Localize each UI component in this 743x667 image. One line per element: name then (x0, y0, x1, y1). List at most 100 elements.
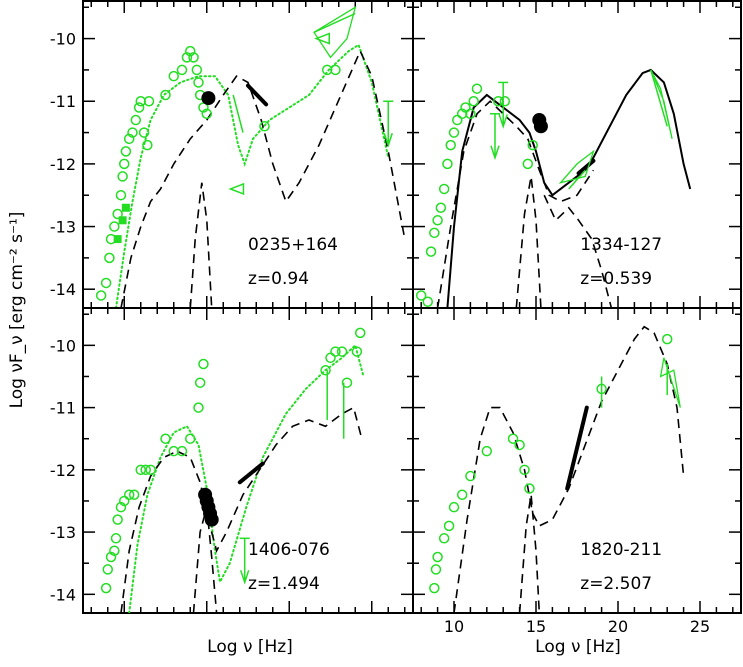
data-point-open (443, 520, 455, 532)
data-point-square (113, 235, 122, 244)
x-ray-spectrum (246, 83, 269, 107)
data-point-open (351, 346, 363, 357)
data-point-open (429, 582, 440, 594)
data-point-open (325, 352, 336, 364)
data-point-open (142, 139, 153, 151)
data-point-open (123, 489, 135, 500)
x-tick-label: 20 (608, 617, 628, 636)
model-dotted-curve (128, 343, 365, 613)
data-error-line (232, 94, 244, 133)
data-point-open (168, 70, 179, 82)
data-point-open (109, 545, 120, 557)
panel-2: -10 -11 -12 -13 -14 1406-076 z=1.494 (50, 307, 414, 614)
gamma-bowtie (659, 357, 681, 408)
data-point-open (160, 89, 171, 101)
data-point-open (448, 501, 460, 513)
panel-0: -10 -11 -12 -13 -14 0235+164 z=0.94 (50, 0, 414, 309)
data-point-open (201, 108, 212, 120)
data-point-open (452, 114, 463, 126)
data-point-open (185, 433, 196, 444)
panels-group: -10 -11 -12 -13 -14 0235+164 z=0.94 1334-127 z=0… (50, 0, 742, 636)
data-point-open (130, 114, 142, 126)
data-point-open (194, 377, 206, 388)
data-point-open (112, 514, 123, 525)
optical-point-filled (201, 91, 216, 106)
plot-area (100, 327, 366, 613)
plot-area (415, 68, 692, 308)
data-point-open (123, 133, 135, 145)
y-tick-label: -12 (50, 155, 76, 174)
data-point-open (422, 296, 434, 307)
data-point-open (95, 290, 107, 301)
data-point-open (471, 83, 483, 94)
data-point-open (468, 95, 479, 107)
data-point-open (320, 364, 331, 376)
y-tick-label: -14 (50, 585, 76, 604)
data-point-open (115, 189, 127, 201)
data-point-open (112, 208, 123, 220)
data-point-open (176, 445, 188, 457)
redshift-label: z=2.507 (580, 574, 652, 594)
data-point-open (198, 358, 209, 370)
data-point-open (456, 489, 468, 500)
data-point-open (133, 102, 145, 113)
data-point-open (448, 127, 460, 138)
data-point-open (481, 445, 493, 457)
model-dashed-curve (518, 494, 541, 613)
source-name-label: 1334-127 (580, 235, 662, 255)
data-point-triangle (314, 32, 330, 45)
data-point-open (115, 501, 127, 513)
redshift-label: z=0.539 (580, 269, 652, 289)
data-point-open (120, 146, 132, 157)
gamma-bowtie (650, 69, 673, 139)
data-point-open (432, 551, 443, 563)
data-point-open (522, 158, 534, 170)
data-point-open (524, 483, 535, 494)
x-tick-label: 15 (526, 617, 546, 636)
data-point-open (193, 402, 204, 413)
data-point-open (135, 464, 146, 476)
data-point-open (119, 158, 130, 170)
x-ray-spectrum (565, 405, 589, 491)
data-error-line (568, 169, 586, 190)
y-tick-label: -14 (50, 280, 76, 299)
data-point-open (438, 533, 450, 544)
data-point-open (354, 327, 366, 339)
source-name-label: 1406-076 (248, 540, 330, 560)
x-ray-spectrum (237, 461, 265, 485)
data-point-open (181, 52, 193, 63)
y-tick-label: -11 (50, 399, 76, 418)
data-point-open (445, 139, 456, 151)
y-tick-label: -10 (50, 336, 76, 355)
model-dashed-curve (436, 100, 595, 308)
data-point-open (429, 227, 440, 239)
optical-point-filled (533, 119, 548, 134)
data-point-open (430, 564, 442, 575)
y-tick-label: -10 (50, 30, 76, 49)
model-solid-curve (446, 68, 692, 308)
model-dashed-curve (515, 176, 542, 308)
data-point-open (336, 346, 348, 357)
upper-limit-arrow (239, 570, 250, 585)
data-point-open (145, 464, 156, 476)
data-point-open (160, 433, 171, 444)
data-error-line (313, 12, 356, 33)
data-point-open (117, 171, 128, 182)
y-tick-label: -11 (50, 92, 76, 111)
data-point-open (596, 383, 607, 395)
data-point-open (193, 77, 204, 88)
data-point-open (185, 45, 196, 57)
panel-1: 1334-127 z=0.539 (412, 0, 742, 309)
gamma-bowtie (313, 5, 357, 59)
y-axis-title: Log νF_ν [erg cm⁻² s⁻¹] (7, 212, 27, 409)
data-point-open (127, 127, 138, 138)
plot-area (95, 5, 406, 308)
y-tick-label: -13 (50, 218, 76, 237)
data-point-open (100, 277, 112, 289)
data-point-open (330, 346, 341, 357)
upper-limit-arrow (490, 145, 500, 161)
upper-limit-arrow (498, 114, 508, 129)
redshift-label: z=0.94 (248, 269, 309, 289)
data-point-open (259, 121, 270, 132)
source-name-label: 0235+164 (248, 235, 338, 255)
